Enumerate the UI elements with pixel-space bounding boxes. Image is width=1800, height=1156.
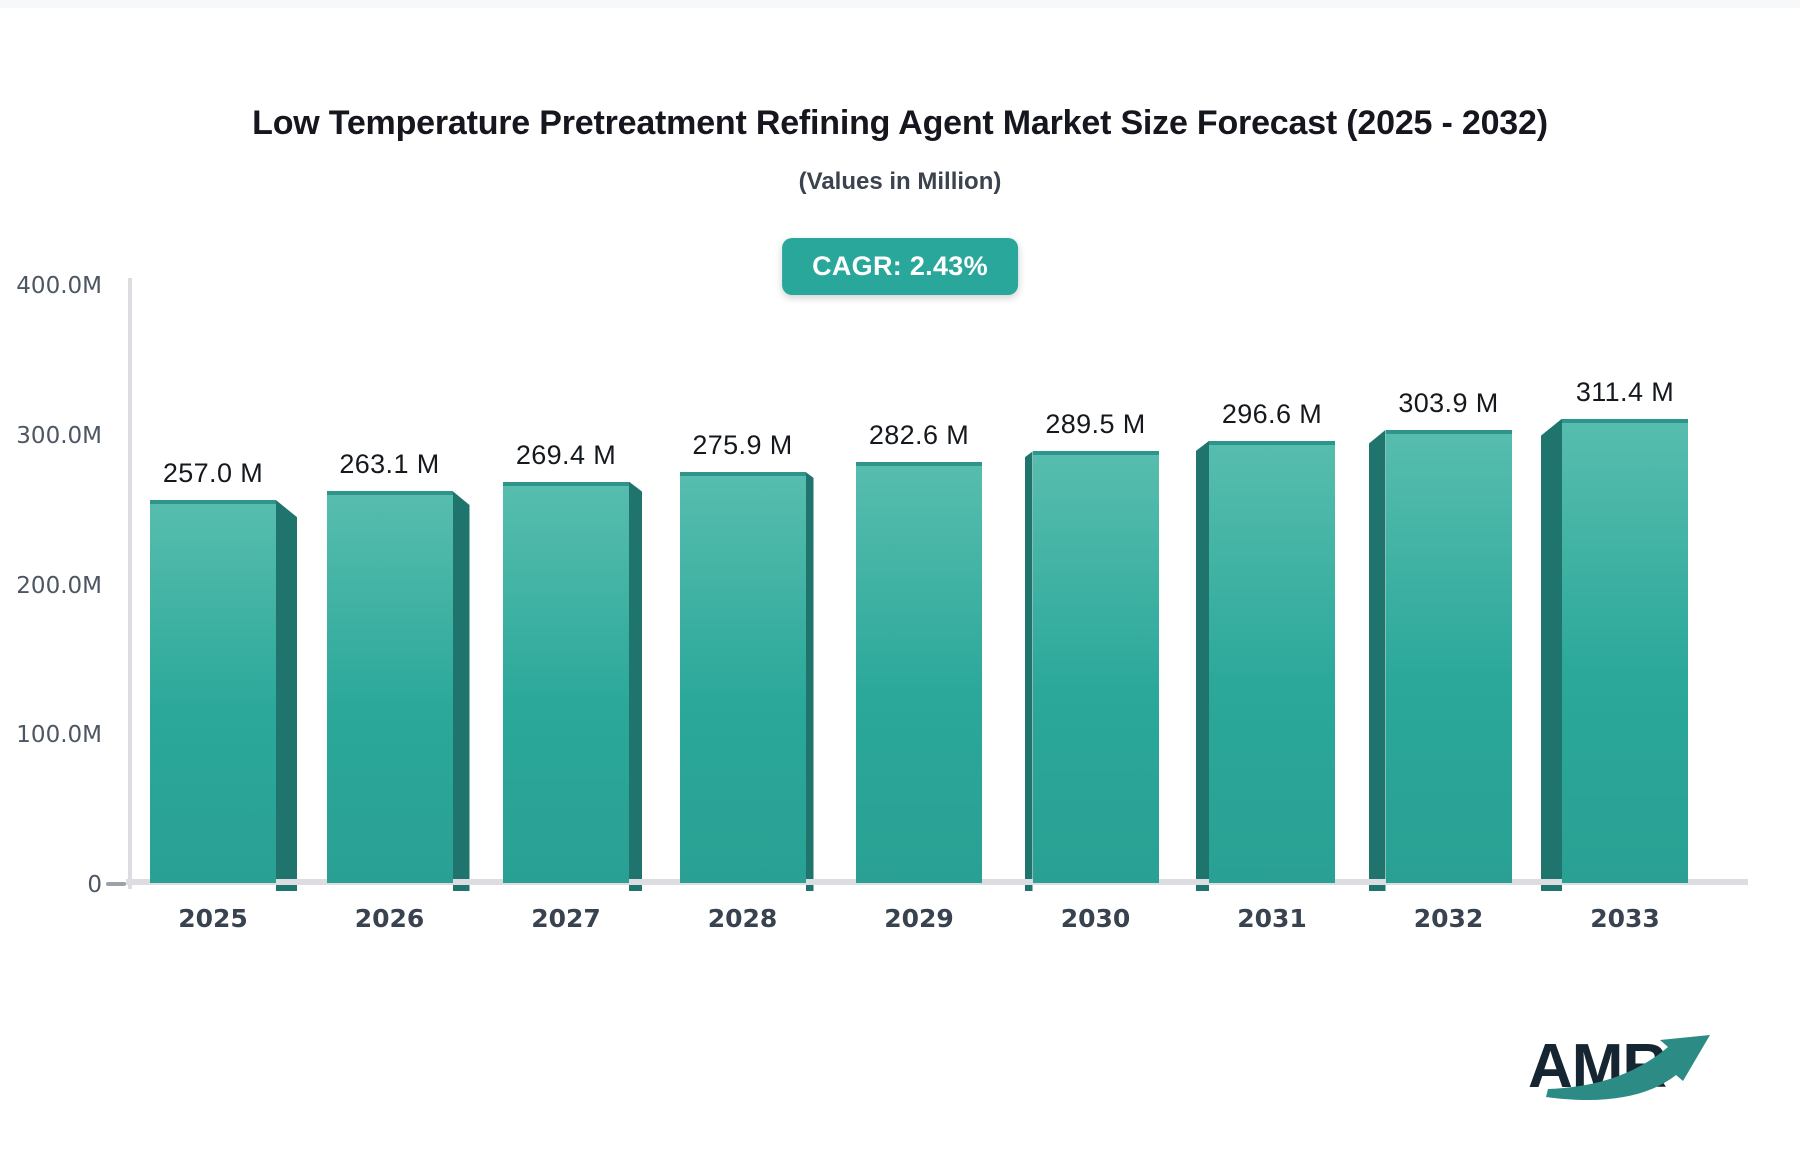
y-tick-label: 100.0M [16,722,102,749]
y-tick-label: 200.0M [16,572,102,599]
y-tick-label: 300.0M [16,422,102,449]
zero-tick-mark [106,882,126,886]
y-axis-line [128,278,132,889]
bar-side-face-2028 [805,471,814,891]
chart-subtitle: (Values in Million) [798,168,1002,195]
bar-2030[interactable] [1032,451,1159,883]
bar-side-face-2025 [276,500,297,891]
x-axis-label-2025: 2025 [178,904,248,933]
chart-title: Low Temperature Pretreatment Refining Ag… [252,104,1548,142]
bar-value-label: 296.6 M [1221,398,1323,429]
bar-2027[interactable] [503,481,629,883]
bar-value-label: 303.9 M [1398,387,1499,418]
bar-side-face-2033 [1541,418,1562,891]
growth-arrow-icon [1546,1035,1710,1101]
y-tick-label: 400.0M [16,273,102,299]
bar-value-label: 263.1 M [339,449,440,479]
x-axis-label-2031: 2031 [1237,904,1307,933]
x-axis-label-2028: 2028 [707,904,778,933]
x-axis-label-2033: 2033 [1590,904,1660,933]
bar-value-label: 257.0 M [162,458,264,489]
cagr-badge: CAGR: 2.43% [782,238,1018,295]
x-axis-label-2030: 2030 [1060,904,1131,933]
bar-2028[interactable] [679,471,806,883]
bar-side-face-2026 [452,491,470,891]
x-axis-label-2026: 2026 [354,904,425,933]
bar-value-label: 282.6 M [868,419,970,450]
bar-2029[interactable] [856,461,982,883]
bar-value-label: 269.4 M [515,439,617,470]
y-tick-label: 0 [87,872,102,898]
bar-side-face-2030 [1024,451,1033,891]
x-axis-label-2029: 2029 [884,904,954,933]
x-axis-label-2032: 2032 [1413,904,1484,933]
x-axis-label-2027: 2027 [531,904,601,933]
bar-2031[interactable] [1209,440,1335,883]
bar-value-label: 289.5 M [1045,409,1146,440]
bar-side-face-2027 [629,481,642,891]
bar-side-face-2031 [1196,440,1209,891]
amr-logo: AMR [1528,1032,1710,1101]
bar-2032[interactable] [1385,429,1512,883]
bar-value-label: 311.4 M [1575,376,1675,407]
bar-value-label: 275.9 M [692,429,793,460]
top-border [0,0,1800,8]
bar-side-face-2032 [1368,429,1386,891]
bar-2025[interactable] [150,500,276,883]
bar-2033[interactable] [1562,418,1688,883]
bar-2026[interactable] [326,491,453,883]
